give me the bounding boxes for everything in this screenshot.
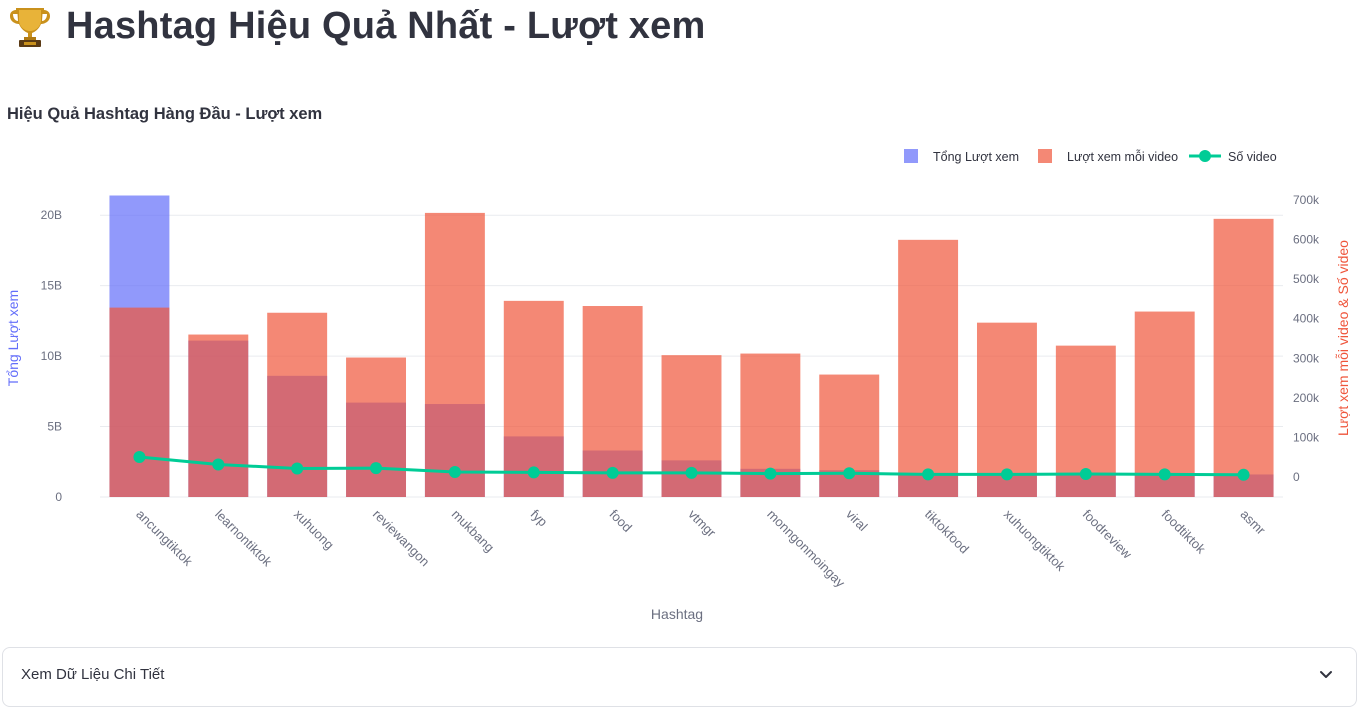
legend-marker-video-count — [1199, 150, 1211, 162]
legend-label-views-per-video: Lượt xem mỗi video — [1067, 149, 1178, 164]
y2-tick-label: 500k — [1293, 272, 1320, 286]
point-video-count — [764, 467, 777, 480]
point-video-count — [133, 450, 146, 463]
bar-views-per-video — [898, 239, 959, 498]
x-tick-label: monngonmoingay — [764, 507, 848, 591]
point-video-count — [1158, 468, 1171, 481]
page-title: Hashtag Hiệu Quả Nhất - Lượt xem — [66, 4, 706, 47]
x-tick-label: vtmgr — [685, 507, 719, 541]
y-axis-title: Tổng Lượt xem — [5, 290, 21, 386]
x-tick-label: ancungtiktok — [133, 507, 196, 570]
x-axis-title: Hashtag — [651, 606, 703, 622]
x-tick-label: asmr — [1237, 507, 1269, 539]
point-video-count — [1237, 468, 1250, 481]
y2-tick-label: 600k — [1293, 232, 1320, 246]
point-video-count — [291, 462, 304, 475]
bar-views-per-video — [503, 300, 564, 497]
y2-tick-label: 700k — [1293, 193, 1320, 207]
y-tick-label: 15B — [41, 279, 62, 293]
y2-tick-label: 300k — [1293, 351, 1320, 365]
legend-swatch-views-per-video — [1038, 149, 1052, 163]
point-video-count — [1000, 468, 1013, 481]
bar-views-per-video — [188, 334, 249, 497]
bar-views-per-video — [346, 357, 407, 497]
bar-views-per-video — [1134, 311, 1195, 497]
x-tick-label: foodreview — [1080, 507, 1135, 562]
y-tick-label: 20B — [41, 208, 62, 222]
x-tick-label: mukbang — [449, 507, 497, 555]
y2-tick-label: 400k — [1293, 312, 1320, 326]
page-header: Hashtag Hiệu Quả Nhất - Lượt xem — [10, 0, 705, 52]
bar-views-per-video — [582, 306, 643, 497]
x-tick-label: xuhuong — [291, 507, 337, 553]
x-tick-label: viral — [843, 507, 871, 535]
bar-views-per-video — [976, 322, 1037, 497]
y-tick-label: 0 — [55, 490, 62, 504]
legend-label-video-count: Số video — [1228, 150, 1277, 164]
point-video-count — [922, 468, 935, 481]
point-video-count — [527, 466, 540, 479]
point-video-count — [448, 466, 461, 479]
chart-canvas: 0 5B 10B 15B 20B 0 100k 200k 300k 400k 500k 600k 700… — [5, 149, 1351, 622]
chevron-down-icon — [1316, 664, 1336, 684]
y2-tick-label: 100k — [1293, 431, 1320, 445]
x-tick-label: tiktokfood — [922, 507, 972, 557]
x-tick-label: learnontiktok — [212, 507, 275, 570]
point-video-count — [606, 466, 619, 479]
legend-label-total-views: Tổng Lượt xem — [933, 150, 1019, 164]
bar-views-per-video — [424, 212, 485, 498]
x-tick-label: food — [607, 507, 636, 536]
y-tick-label: 10B — [41, 349, 62, 363]
x-tick-label: foodtiktok — [1159, 507, 1209, 557]
y2-tick-label: 200k — [1293, 391, 1320, 405]
x-tick-label: reviewangon — [370, 507, 433, 570]
trophy-icon — [10, 4, 50, 48]
bar-views-per-video — [1213, 218, 1274, 497]
y2-tick-label: 0 — [1293, 470, 1300, 484]
y-tick-label: 5B — [47, 420, 62, 434]
x-tick-label: xuhuongtiktok — [1001, 507, 1069, 575]
point-video-count — [1079, 468, 1092, 481]
y2-axis-title: Lượt xem mỗi video & Số video — [1335, 240, 1351, 436]
point-video-count — [685, 466, 698, 479]
point-video-count — [212, 458, 225, 471]
expander-label: Xem Dữ Liệu Chi Tiết — [21, 666, 165, 683]
x-tick-label: fyp — [528, 507, 551, 530]
point-video-count — [370, 462, 383, 475]
chart-title: Hiệu Quả Hashtag Hàng Đầu - Lượt xem — [7, 105, 323, 123]
legend-swatch-total-views — [904, 149, 918, 163]
point-video-count — [843, 467, 856, 480]
bar-views-per-video — [109, 307, 170, 497]
detail-data-expander[interactable]: Xem Dữ Liệu Chi Tiết — [2, 647, 1357, 707]
